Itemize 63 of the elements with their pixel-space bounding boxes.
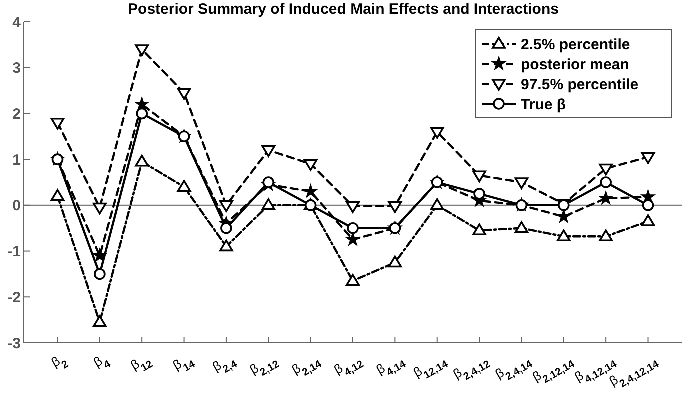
legend-label: 2.5% percentile: [521, 36, 630, 54]
y-tick-label: -3: [8, 335, 21, 352]
legend-label: True β: [521, 96, 566, 114]
point: [642, 200, 654, 212]
point: [599, 164, 613, 176]
y-tick-label: 4: [12, 14, 22, 32]
point: [388, 201, 402, 214]
point: [304, 159, 318, 172]
point: [430, 127, 444, 139]
y-tick-label: 2: [12, 106, 21, 123]
y-tick-label: -2: [8, 289, 21, 306]
point: [136, 108, 148, 120]
y-tick-label: 0: [12, 198, 21, 215]
point: [177, 180, 192, 192]
x-tick-label: β$_{2,14}$: [289, 358, 324, 378]
point: [50, 118, 65, 130]
point: [220, 200, 234, 212]
point: [93, 315, 107, 328]
chart-title: Posterior Summary of Induced Main Effects and Interactions: [128, 1, 559, 18]
point: [220, 240, 234, 252]
point: [557, 210, 571, 223]
point: [52, 154, 64, 166]
point: [514, 221, 529, 234]
x-tick-label: β$_{4}$: [90, 353, 113, 372]
x-tick-label: β$_{4,14}$: [374, 358, 408, 378]
point: [93, 202, 107, 215]
x-tick-label: β$_{2}$: [48, 353, 71, 372]
point: [346, 232, 360, 246]
point: [346, 201, 360, 214]
point: [135, 44, 150, 56]
point: [599, 191, 613, 204]
point: [430, 198, 444, 210]
x-tick-label: β$_{2,12}$: [247, 358, 282, 378]
point: [641, 152, 656, 164]
point: [474, 188, 486, 200]
point: [346, 274, 360, 286]
y-tick-label: 3: [12, 60, 21, 78]
point: [135, 97, 149, 110]
point: [516, 200, 528, 212]
point: [472, 170, 486, 183]
x-tick-label: β$_{14}$: [170, 356, 198, 374]
x-tick-label: β$_{2,4}$: [210, 358, 240, 376]
legend-label: 97.5% percentile: [521, 76, 639, 94]
point: [347, 222, 359, 234]
point: [514, 178, 529, 190]
point: [262, 146, 276, 158]
y-tick-label: 1: [12, 152, 21, 169]
point: [600, 176, 612, 188]
point: [50, 189, 65, 202]
x-tick-label: β$_{4,12}$: [332, 358, 366, 378]
point: [94, 268, 106, 280]
point: [472, 224, 486, 236]
point: [304, 184, 318, 198]
point: [556, 230, 571, 242]
point: [135, 154, 150, 167]
point: [262, 198, 276, 210]
legend-label: posterior mean: [521, 56, 630, 74]
point: [388, 256, 402, 268]
point: [641, 214, 656, 226]
point: [599, 230, 613, 242]
y-tick-label: -1: [8, 244, 21, 261]
point: [177, 88, 192, 100]
x-tick-label: β$_{12}$: [128, 356, 156, 374]
